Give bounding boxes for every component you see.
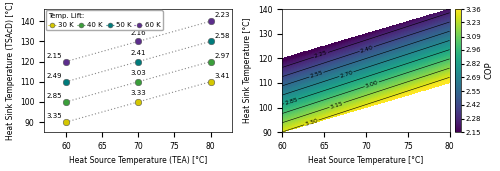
- Text: 3.41: 3.41: [215, 73, 230, 79]
- Point: [62, 121, 70, 123]
- Text: 2.40: 2.40: [344, 49, 359, 58]
- X-axis label: Heat Source Temperature (TEA) [°C]: Heat Source Temperature (TEA) [°C]: [69, 156, 207, 166]
- Text: 2.15: 2.15: [46, 53, 62, 59]
- Point: [134, 60, 142, 63]
- Point: [206, 60, 214, 63]
- Point: [62, 101, 70, 103]
- X-axis label: Heat Source Temperature [°C]: Heat Source Temperature [°C]: [308, 156, 424, 166]
- Legend: 30 K, 40 K, 50 K, 60 K: 30 K, 40 K, 50 K, 60 K: [46, 10, 162, 30]
- Text: 2.85: 2.85: [314, 87, 328, 96]
- Text: 2.55: 2.55: [370, 50, 384, 60]
- Point: [206, 80, 214, 83]
- Y-axis label: Heat Sink Temperature [°C]: Heat Sink Temperature [°C]: [244, 18, 252, 123]
- Text: 2.85: 2.85: [46, 93, 62, 99]
- Point: [62, 60, 70, 63]
- Text: 2.58: 2.58: [215, 32, 230, 39]
- Text: 2.70: 2.70: [394, 51, 409, 61]
- Y-axis label: Heat Sink Temperature (TSAcD) [°C]: Heat Sink Temperature (TSAcD) [°C]: [6, 1, 15, 140]
- Text: 3.33: 3.33: [130, 90, 146, 96]
- Point: [206, 40, 214, 43]
- Text: 3.00: 3.00: [289, 104, 304, 114]
- Text: 3.35: 3.35: [46, 113, 62, 119]
- Point: [134, 40, 142, 43]
- Text: 2.23: 2.23: [215, 12, 230, 18]
- Text: 3.15: 3.15: [420, 71, 434, 80]
- Y-axis label: COP: COP: [484, 62, 493, 79]
- Point: [206, 20, 214, 23]
- Text: 2.97: 2.97: [215, 53, 230, 59]
- Text: 2.25: 2.25: [324, 47, 338, 56]
- Point: [134, 101, 142, 103]
- Point: [62, 80, 70, 83]
- Point: [134, 80, 142, 83]
- Text: 3.30: 3.30: [370, 96, 384, 106]
- Text: 2.16: 2.16: [130, 30, 146, 36]
- Text: 2.41: 2.41: [130, 50, 146, 56]
- Text: 2.49: 2.49: [46, 73, 62, 79]
- Text: 3.03: 3.03: [130, 70, 146, 76]
